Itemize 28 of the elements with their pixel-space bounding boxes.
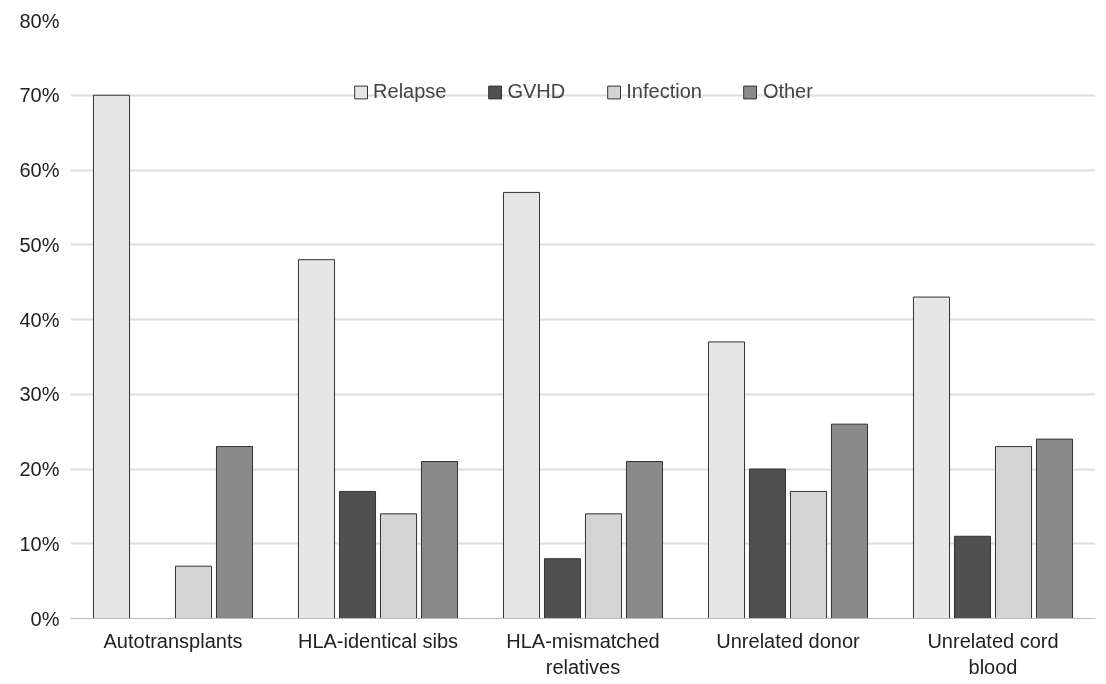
legend-label: Other [762, 80, 813, 103]
bar [1035, 438, 1074, 619]
y-tick-label: 70% [19, 84, 60, 107]
bar [830, 423, 869, 619]
legend-label: Infection [626, 80, 702, 103]
bar [953, 535, 992, 619]
bar [338, 490, 377, 619]
y-tick-label: 30% [19, 383, 60, 406]
y-tick-label: 50% [19, 233, 60, 256]
y-tick-label: 60% [19, 159, 60, 181]
bar [748, 468, 787, 619]
x-tick-label: Unrelated donor [716, 629, 861, 652]
y-tick-label: 20% [19, 458, 60, 480]
y-tick-label: 80% [19, 9, 60, 32]
x-tick-label: HLA-mismatched relatives [506, 629, 660, 678]
y-tick-label: 0% [30, 607, 60, 630]
x-tick-label: HLA-identical sibs [297, 629, 459, 652]
x-tick-label: Unrelated cord blood [927, 629, 1059, 678]
y-tick-label: 10% [19, 532, 60, 555]
bar [174, 565, 213, 619]
bar [543, 558, 582, 619]
x-tick-label: Autotransplants [103, 629, 243, 652]
y-tick-label: 40% [19, 308, 60, 331]
bar [215, 446, 254, 619]
legend-label: Relapse [373, 80, 447, 103]
bar [625, 461, 664, 619]
legend-label: GVHD [507, 80, 566, 103]
bar [420, 461, 459, 619]
